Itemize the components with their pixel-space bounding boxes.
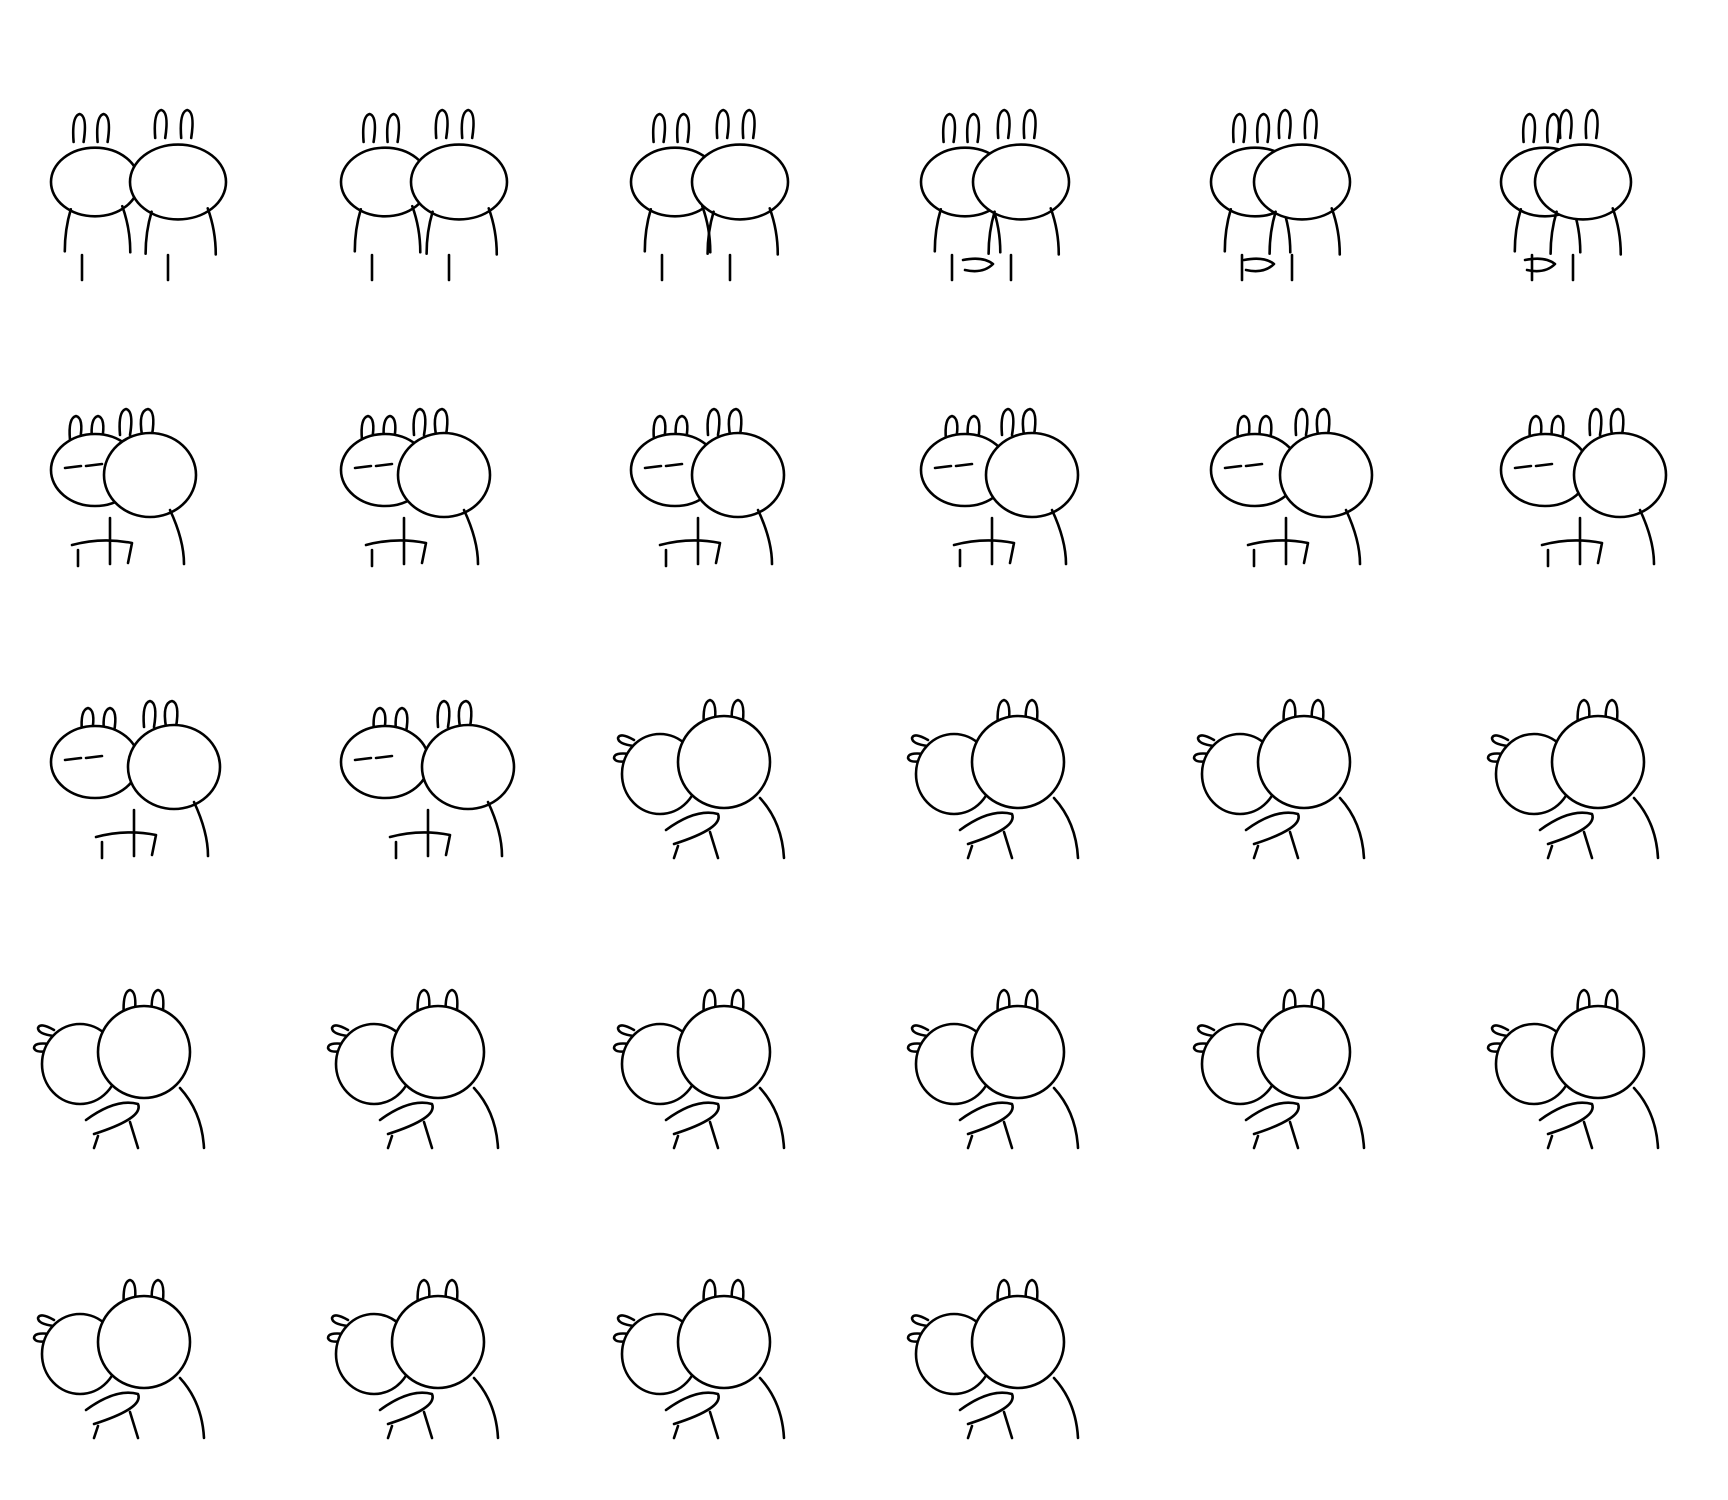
- bunny-drawing: [612, 988, 786, 1150]
- bunny-drawing: [32, 1278, 206, 1440]
- bunny-drawing: [919, 108, 1071, 282]
- bunny-drawing: [906, 1278, 1080, 1440]
- bunny-drawing: [1486, 988, 1660, 1150]
- animation-frame: [290, 340, 578, 628]
- animation-frame: [1160, 340, 1448, 628]
- animation-frame: [290, 632, 578, 920]
- bunny-drawing: [1486, 698, 1660, 860]
- animation-frame: [580, 50, 868, 338]
- animation-frame: [1450, 340, 1728, 628]
- bunny-drawing: [339, 699, 516, 860]
- animation-frame: [290, 922, 578, 1210]
- bunny-drawing: [629, 108, 790, 282]
- bunny-drawing: [1209, 407, 1374, 568]
- bunny-drawing: [1192, 988, 1366, 1150]
- animation-frame: [580, 340, 868, 628]
- animation-frame: [870, 922, 1158, 1210]
- animation-frame: [1450, 50, 1728, 338]
- bunny-drawing: [49, 407, 198, 568]
- bunny-drawing: [326, 1278, 500, 1440]
- animation-frame: [1450, 922, 1728, 1210]
- animation-frame: [580, 922, 868, 1210]
- bunny-drawing: [49, 699, 222, 860]
- bunny-drawing: [49, 108, 228, 282]
- animation-frame: [0, 632, 288, 920]
- animation-frame: [0, 922, 288, 1210]
- animation-frame: [870, 50, 1158, 338]
- bunny-drawing: [339, 108, 509, 282]
- bunny-drawing: [339, 407, 492, 568]
- bunny-drawing: [1499, 407, 1668, 568]
- bunny-drawing: [906, 988, 1080, 1150]
- animation-frame: [580, 632, 868, 920]
- animation-frame: [0, 340, 288, 628]
- animation-frame: [1450, 632, 1728, 920]
- bunny-drawing: [629, 407, 786, 568]
- animation-frame: [290, 1212, 578, 1500]
- bunny-drawing: [326, 988, 500, 1150]
- bunny-drawing: [919, 407, 1080, 568]
- bunny-drawing: [1209, 108, 1352, 282]
- bunny-drawing: [612, 1278, 786, 1440]
- animation-frame: [0, 50, 288, 338]
- animation-frame: [1160, 50, 1448, 338]
- bunny-drawing: [1192, 698, 1366, 860]
- sprite-sheet: [0, 50, 1728, 1440]
- bunny-drawing: [906, 698, 1080, 860]
- bunny-drawing: [1499, 108, 1633, 282]
- animation-frame: [870, 340, 1158, 628]
- animation-frame: [870, 1212, 1158, 1500]
- animation-frame: [580, 1212, 868, 1500]
- animation-frame: [870, 632, 1158, 920]
- animation-frame: [1160, 922, 1448, 1210]
- animation-frame: [290, 50, 578, 338]
- bunny-drawing: [32, 988, 206, 1150]
- bunny-drawing: [612, 698, 786, 860]
- animation-frame: [1160, 632, 1448, 920]
- animation-frame: [0, 1212, 288, 1500]
